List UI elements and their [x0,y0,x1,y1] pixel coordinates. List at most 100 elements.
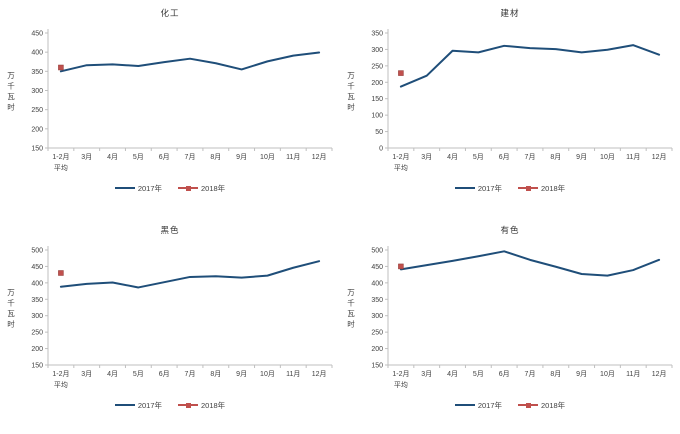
svg-text:10月: 10月 [260,370,275,378]
svg-text:瓦: 瓦 [7,309,15,318]
svg-text:7月: 7月 [525,153,536,161]
svg-text:150: 150 [31,363,43,370]
chart-panel-nonferrous: 有色 150 200 250 300 350 400 450 500 1-2月 平均 3月 4月 5月 6… [340,217,680,434]
svg-text:5月: 5月 [133,370,144,378]
svg-text:200: 200 [31,126,43,133]
svg-text:6月: 6月 [159,153,170,161]
legend-label: 2018年 [201,400,226,410]
svg-text:3月: 3月 [81,153,92,161]
legend-label: 2018年 [201,183,226,193]
svg-text:1-2月: 1-2月 [392,153,409,161]
svg-text:时: 时 [347,101,355,111]
svg-text:瓦: 瓦 [347,309,355,318]
svg-text:5月: 5月 [473,370,484,378]
svg-text:300: 300 [31,313,43,320]
svg-text:1-2月: 1-2月 [52,153,69,161]
svg-text:5月: 5月 [473,153,484,161]
svg-text:平均: 平均 [394,380,408,389]
svg-text:瓦: 瓦 [347,92,355,101]
svg-text:250: 250 [31,107,43,114]
svg-text:500: 500 [371,248,383,255]
svg-text:11月: 11月 [626,370,640,378]
svg-text:10月: 10月 [600,153,615,161]
svg-text:8月: 8月 [210,370,221,378]
svg-text:250: 250 [31,330,43,337]
svg-text:300: 300 [371,47,383,54]
legend-label: 2017年 [137,400,162,410]
svg-text:7月: 7月 [185,370,196,378]
svg-text:平均: 平均 [394,163,408,172]
svg-text:300: 300 [31,88,43,95]
svg-text:12月: 12月 [312,370,327,378]
svg-text:万: 万 [347,288,355,297]
svg-text:3月: 3月 [421,370,432,378]
chart-legend: 2017年 2018年 [340,180,680,196]
svg-text:350: 350 [31,297,43,304]
svg-text:万: 万 [7,288,15,297]
chart-title: 化工 [160,8,180,18]
svg-text:平均: 平均 [54,380,68,389]
legend-item-2018: 2018年 [518,400,565,411]
legend-item-2017: 2017年 [454,183,502,194]
svg-text:1-2月: 1-2月 [392,370,409,378]
svg-text:千: 千 [347,80,355,90]
legend-label: 2018年 [541,183,566,193]
svg-text:11月: 11月 [626,153,640,161]
svg-text:6月: 6月 [499,370,510,378]
legend-label: 2017年 [477,183,502,193]
svg-text:400: 400 [371,280,383,287]
svg-text:400: 400 [31,280,43,287]
svg-text:350: 350 [371,31,383,38]
svg-text:8月: 8月 [550,153,561,161]
svg-text:10月: 10月 [600,370,615,378]
svg-text:11月: 11月 [286,153,300,161]
svg-text:4月: 4月 [107,370,118,378]
svg-text:4月: 4月 [107,153,118,161]
svg-text:400: 400 [31,50,43,57]
svg-text:7月: 7月 [185,153,196,161]
svg-text:450: 450 [31,264,43,271]
svg-text:200: 200 [371,80,383,87]
svg-text:350: 350 [31,69,43,76]
svg-text:150: 150 [371,96,383,103]
svg-text:7月: 7月 [525,370,536,378]
line-swatch-icon [454,404,475,406]
legend-label: 2018年 [541,400,566,410]
chart-title: 有色 [500,225,520,235]
square-marker-swatch-icon [178,402,198,408]
svg-text:9月: 9月 [236,370,247,378]
svg-text:平均: 平均 [54,163,68,172]
svg-text:3月: 3月 [421,153,432,161]
chart-panel-ferrous: 黑色 150 200 250 300 350 400 450 500 1-2月 平均 3月 4月 5月 6… [0,217,340,434]
svg-text:12月: 12月 [312,153,327,161]
svg-text:200: 200 [371,346,383,353]
chart-legend: 2017年 2018年 [0,397,340,413]
svg-text:150: 150 [371,363,383,370]
legend-item-2018: 2018年 [178,183,225,194]
svg-text:8月: 8月 [550,370,561,378]
svg-text:千: 千 [7,80,15,90]
svg-text:250: 250 [371,63,383,70]
chart-panel-building-materials: 建材 0 50 100 150 200 250 300 350 1-2月 平均 3月 4月 5月 6月 7月… [340,0,680,217]
svg-text:万: 万 [7,71,15,80]
svg-text:时: 时 [7,101,15,111]
line-swatch-icon [114,187,135,189]
svg-text:450: 450 [31,31,43,38]
svg-text:450: 450 [371,264,383,271]
svg-text:千: 千 [347,297,355,307]
legend-item-2017: 2017年 [114,183,162,194]
svg-text:时: 时 [347,318,355,328]
svg-text:12月: 12月 [652,153,667,161]
legend-label: 2017年 [137,183,162,193]
svg-text:3月: 3月 [81,370,92,378]
svg-text:250: 250 [371,330,383,337]
square-marker-swatch-icon [518,185,538,191]
line-swatch-icon [114,404,135,406]
svg-text:150: 150 [31,146,43,153]
svg-text:0: 0 [379,146,383,153]
svg-text:100: 100 [371,113,383,120]
legend-item-2017: 2017年 [114,400,162,411]
